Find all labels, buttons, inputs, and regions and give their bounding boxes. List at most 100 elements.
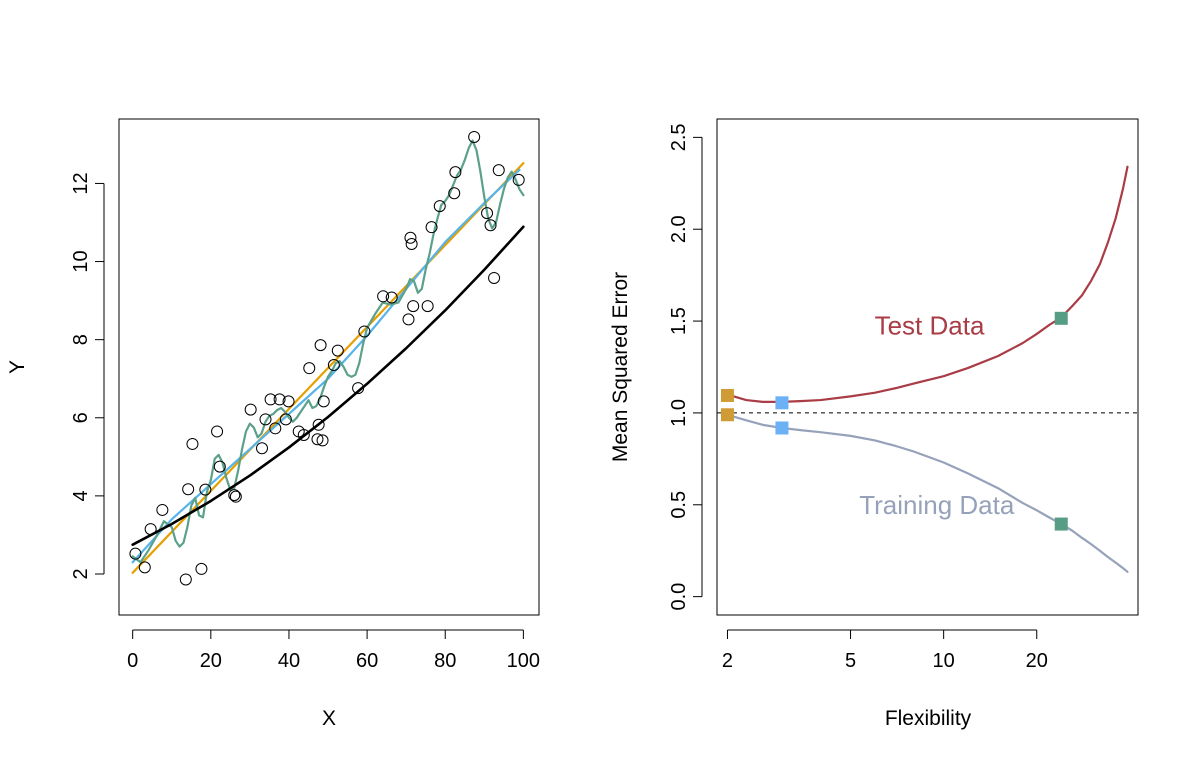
scatter-point: [352, 382, 365, 395]
scatter-point: [244, 403, 257, 416]
scatter-point: [316, 434, 329, 447]
scatter-point: [488, 271, 501, 284]
square-marker: [775, 396, 789, 410]
right-x-axis: 2 5 10 20: [722, 629, 1048, 672]
scatter-point: [358, 325, 371, 338]
left-y-tick-label: 8: [70, 334, 92, 345]
scatter-point: [282, 395, 295, 408]
right-curve-labels: Test Data Training Data: [859, 311, 1015, 520]
scatter-point: [311, 433, 324, 446]
scatter-point: [297, 428, 310, 441]
square-marker: [720, 408, 734, 422]
scatter-point: [211, 425, 224, 438]
left-plot-frame: [118, 118, 540, 616]
scatter-point: [377, 290, 390, 303]
left-x-tick-label: 20: [200, 650, 222, 672]
right-mse-panel: Test Data Training Data 2 5 10 20 0.0 0.5 1.0 1…: [609, 118, 1139, 730]
left-x-axis-title: X: [322, 707, 336, 730]
left-y-tick-label: 6: [70, 412, 92, 423]
scatter-point: [425, 221, 438, 234]
scatter-point: [481, 207, 494, 220]
right-y-tick-label: 0.0: [668, 583, 690, 611]
left-fit-curves: [131, 139, 525, 574]
scatter-point: [199, 483, 212, 496]
left-x-tick-label: 60: [356, 650, 378, 672]
scatter-point: [303, 362, 316, 375]
right-y-axis: 0.0 0.5 1.0 1.5 2.0 2.5: [668, 123, 703, 611]
scatter-point: [331, 344, 344, 357]
right-y-tick-label: 2.0: [668, 215, 690, 243]
scatter-point: [264, 393, 277, 406]
right-x-tick-label: 20: [1026, 650, 1048, 672]
scatter-point: [468, 130, 481, 143]
scatter-point: [269, 422, 282, 435]
scatter-point: [144, 523, 157, 536]
scatter-point: [314, 339, 327, 352]
left-scatter-points: [129, 130, 525, 586]
fit-curve-0: [131, 225, 525, 546]
scatter-point: [186, 437, 199, 450]
scatter-point: [129, 547, 142, 560]
scatter-point: [229, 490, 242, 503]
scatter-point: [228, 489, 241, 502]
left-x-tick-label: 80: [434, 650, 456, 672]
square-marker: [720, 388, 734, 402]
right-square-markers: [720, 311, 1068, 531]
right-plot-frame: [716, 118, 1139, 616]
left-y-axis: 2 4 6 8 10 12: [70, 172, 105, 580]
training-data-label: Training Data: [859, 490, 1015, 520]
scatter-point: [156, 503, 169, 516]
right-y-tick-label: 1.0: [668, 399, 690, 427]
test-data-label: Test Data: [875, 311, 985, 341]
left-y-tick-label: 10: [70, 250, 92, 272]
left-y-tick-label: 4: [70, 490, 92, 501]
scatter-point: [404, 231, 417, 244]
scatter-point: [433, 200, 446, 213]
square-marker: [1054, 311, 1068, 325]
left-y-tick-label: 12: [70, 172, 92, 194]
training-data-curve: [726, 413, 1129, 573]
right-x-axis-title: Flexibility: [885, 707, 972, 730]
scatter-point: [385, 291, 398, 304]
scatter-point: [195, 562, 208, 575]
scatter-point: [492, 164, 505, 177]
scatter-point: [448, 187, 461, 200]
right-y-axis-title: Mean Squared Error: [609, 272, 632, 462]
scatter-point: [484, 219, 497, 232]
right-y-tick-label: 0.5: [668, 491, 690, 519]
scatter-point: [449, 166, 462, 179]
scatter-point: [259, 413, 272, 426]
right-x-tick-label: 5: [845, 650, 856, 672]
right-x-tick-label: 2: [722, 650, 733, 672]
left-y-tick-label: 2: [70, 568, 92, 579]
scatter-point: [407, 300, 420, 313]
square-marker: [1054, 517, 1068, 531]
left-x-tick-label: 40: [278, 650, 300, 672]
scatter-point: [312, 418, 325, 431]
scatter-point: [279, 413, 292, 426]
right-x-tick-label: 10: [933, 650, 955, 672]
scatter-point: [317, 395, 330, 408]
left-scatter-panel: 0 20 40 60 80 100 2 4 6 8 10 12 X Y: [6, 118, 540, 730]
right-y-tick-label: 1.5: [668, 307, 690, 335]
scatter-point: [213, 460, 226, 473]
left-x-axis: 0 20 40 60 80 100: [127, 629, 540, 672]
left-x-tick-label: 0: [127, 650, 138, 672]
scatter-point: [255, 442, 268, 455]
left-x-tick-label: 100: [507, 650, 540, 672]
scatter-point: [327, 359, 340, 372]
fit-curve-3: [131, 139, 525, 564]
scatter-point: [273, 393, 286, 406]
scatter-point: [421, 300, 434, 313]
scatter-point: [512, 173, 525, 186]
square-marker: [775, 421, 789, 435]
scatter-point: [182, 483, 195, 496]
left-y-axis-title: Y: [6, 360, 29, 374]
scatter-point: [138, 561, 151, 574]
test-data-curve: [726, 165, 1129, 403]
right-y-tick-label: 2.5: [668, 123, 690, 151]
scatter-point: [179, 573, 192, 586]
right-error-curves: [726, 165, 1129, 573]
scatter-point: [405, 237, 418, 250]
